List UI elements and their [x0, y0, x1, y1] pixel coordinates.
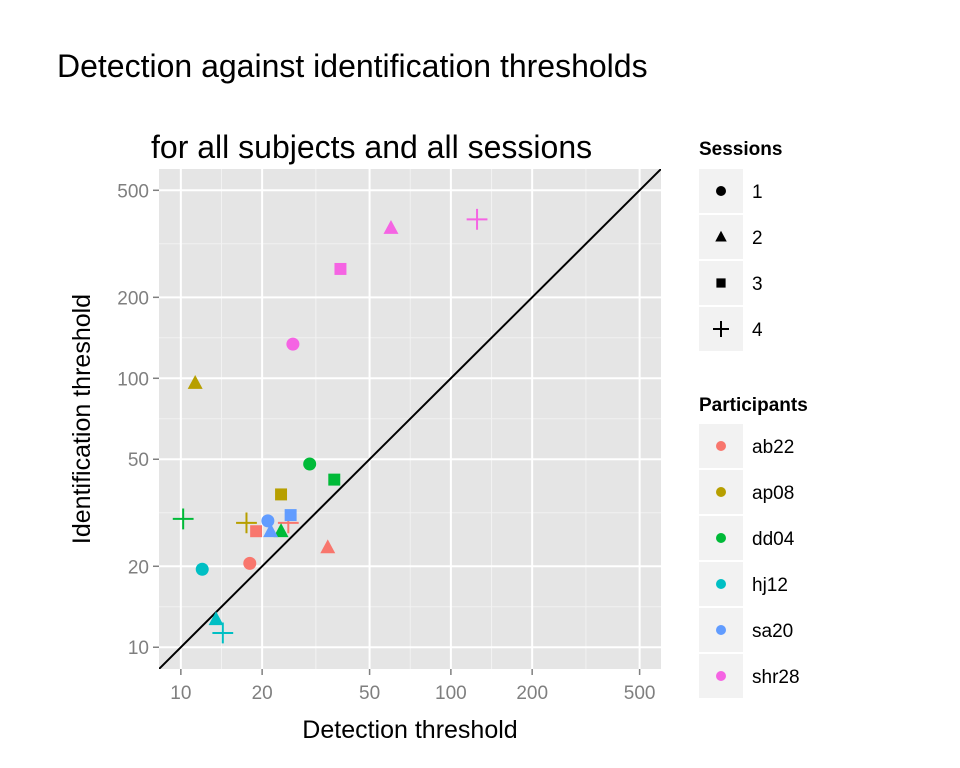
x-tick-label: 100	[435, 683, 467, 704]
data-point	[284, 509, 297, 522]
participants-legend-label: ap08	[752, 483, 794, 504]
data-point	[303, 457, 317, 471]
x-axis-ticks: 10 20 50 100 200 500	[170, 669, 655, 704]
data-point	[243, 556, 257, 570]
participants-legend-label: hj12	[752, 575, 788, 596]
sessions-legend-label: 1	[752, 182, 763, 203]
major-grid	[159, 169, 661, 669]
identity-reference-line	[159, 169, 661, 669]
y-tick-label: 50	[128, 450, 149, 471]
y-tick-label: 200	[117, 288, 149, 309]
legend-key-color	[716, 625, 726, 635]
x-axis-title: Detection threshold	[302, 716, 517, 744]
data-point	[334, 262, 347, 275]
data-point	[275, 488, 288, 501]
participants-legend-title: Participants	[699, 395, 808, 416]
legend-key-color	[716, 671, 726, 681]
sessions-legend-label: 3	[752, 274, 763, 295]
data-points	[172, 208, 488, 644]
legend-key-color	[716, 441, 726, 451]
data-point	[187, 374, 203, 389]
legend-key-color	[716, 487, 726, 497]
legend-key-color	[716, 579, 726, 589]
sessions-legend-title: Sessions	[699, 139, 782, 160]
participants-legend: ab22 ap08 dd04 hj12 sa20 shr28	[699, 424, 800, 698]
x-tick-label: 20	[252, 683, 273, 704]
y-tick-label: 10	[128, 638, 149, 659]
data-point	[250, 525, 263, 538]
y-axis-ticks: 10 20 50 100 200 500	[117, 181, 159, 659]
x-tick-label: 10	[170, 683, 191, 704]
data-point	[172, 508, 194, 530]
data-point	[261, 514, 275, 528]
participants-legend-label: sa20	[752, 621, 793, 642]
sessions-legend-label: 4	[752, 320, 763, 341]
sessions-legend: 1 2 3 4	[699, 169, 763, 351]
data-point	[273, 523, 289, 538]
data-point	[328, 473, 341, 486]
legend-key-square	[716, 278, 726, 288]
chart-subtitle: for all subjects and all sessions	[151, 129, 592, 165]
legend-key-plus	[713, 321, 729, 337]
legend-key-circle	[716, 186, 726, 196]
y-axis-title: Identification threshold	[68, 294, 96, 544]
data-point	[383, 219, 399, 234]
data-point	[263, 523, 279, 538]
x-tick-label: 200	[516, 683, 548, 704]
y-tick-label: 20	[128, 557, 149, 578]
data-point	[208, 611, 224, 626]
data-point	[466, 208, 488, 230]
chart-title: Detection against identification thresho…	[57, 48, 648, 84]
data-point	[236, 512, 257, 534]
sessions-legend-label: 2	[752, 228, 763, 249]
data-point	[286, 337, 300, 351]
data-point	[195, 562, 209, 576]
x-tick-label: 500	[624, 683, 656, 704]
data-point	[212, 622, 234, 644]
data-point	[320, 539, 336, 554]
participants-legend-label: shr28	[752, 667, 800, 688]
participants-legend-label: dd04	[752, 529, 795, 550]
y-tick-label: 500	[117, 181, 149, 202]
x-tick-label: 50	[359, 683, 380, 704]
legend-key-color	[716, 533, 726, 543]
legend-key-triangle	[715, 230, 727, 242]
y-tick-label: 100	[117, 369, 149, 390]
participants-legend-label: ab22	[752, 437, 794, 458]
